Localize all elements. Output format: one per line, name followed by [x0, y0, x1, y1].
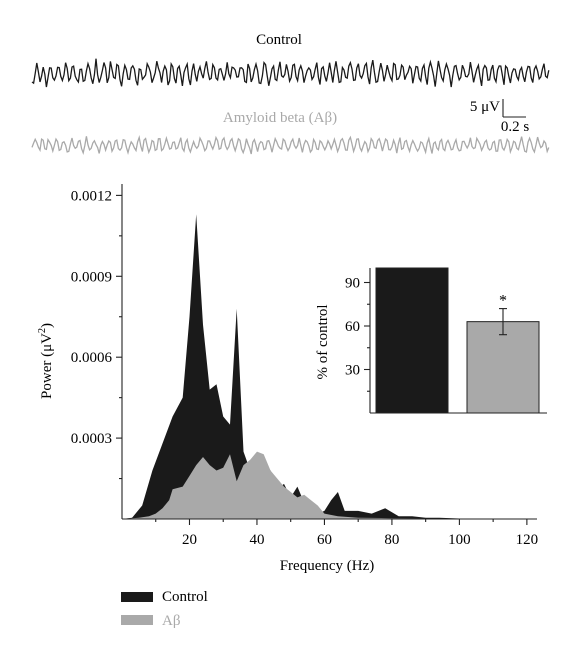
spectrum-x-tick-label: 40 — [249, 532, 264, 548]
spectrum-x-tick-label: 20 — [182, 532, 197, 548]
control-eeg-trace — [31, 58, 550, 88]
scale-bar-amplitude-label: 5 μV — [470, 99, 500, 115]
spectrum-y-tick-label: 0.0003 — [71, 431, 112, 447]
spectrum-x-tick-label: 80 — [384, 532, 399, 548]
scale-bar-time-label: 0.2 s — [501, 119, 530, 135]
legend-label-abeta: Aβ — [162, 613, 180, 629]
inset-bar-chart: % of control 30 60 90 * — [315, 267, 547, 414]
inset-bar-control — [375, 267, 449, 414]
legend-label-control: Control — [162, 589, 208, 605]
legend-swatch-control — [121, 592, 153, 602]
inset-y-tick-label: 90 — [345, 276, 360, 292]
spectrum-x-axis-label: Frequency (Hz) — [280, 558, 375, 574]
eeg-traces-panel: Control Amyloid beta (Aβ) 5 μV 0.2 s — [31, 32, 550, 156]
inset-y-axis-label: % of control — [315, 305, 331, 380]
inset-bar-abeta — [466, 321, 540, 414]
abeta-trace-label: Amyloid beta (Aβ) — [223, 110, 337, 126]
spectrum-y-tick-label: 0.0006 — [71, 350, 113, 366]
spectrum-x-tick-label: 100 — [448, 532, 471, 548]
spectrum-x-tick-label: 60 — [317, 532, 332, 548]
power-spectrum-panel: 20 40 60 80 100 120 0.0003 0.0006 0.0009 0.0012 F… — [37, 184, 538, 574]
spectrum-x-tick-label: 120 — [516, 532, 539, 548]
spectrum-legend: Control Aβ — [121, 589, 208, 629]
inset-y-tick-label: 30 — [345, 363, 360, 379]
spectrum-y-tick-label: 0.0012 — [71, 188, 112, 204]
spectrum-axes: 20 40 60 80 100 120 0.0003 0.0006 0.0009 0.0012 — [71, 184, 538, 548]
abeta-eeg-trace — [31, 135, 550, 156]
y-label-superscript: 2 — [37, 328, 48, 333]
control-trace-label: Control — [256, 32, 302, 48]
inset-y-tick-label: 60 — [345, 319, 360, 335]
control-spectrum-area — [122, 214, 527, 520]
abeta-spectrum-area — [122, 451, 527, 519]
y-label-close: ) — [39, 323, 55, 328]
scale-bar: 5 μV 0.2 s — [470, 99, 529, 135]
legend-swatch-abeta — [121, 615, 153, 625]
y-label-main: Power (μV — [39, 333, 55, 399]
significance-marker: * — [499, 293, 507, 310]
spectrum-y-axis-label: Power (μV2) — [37, 323, 55, 399]
spectrum-y-tick-label: 0.0009 — [71, 269, 112, 285]
